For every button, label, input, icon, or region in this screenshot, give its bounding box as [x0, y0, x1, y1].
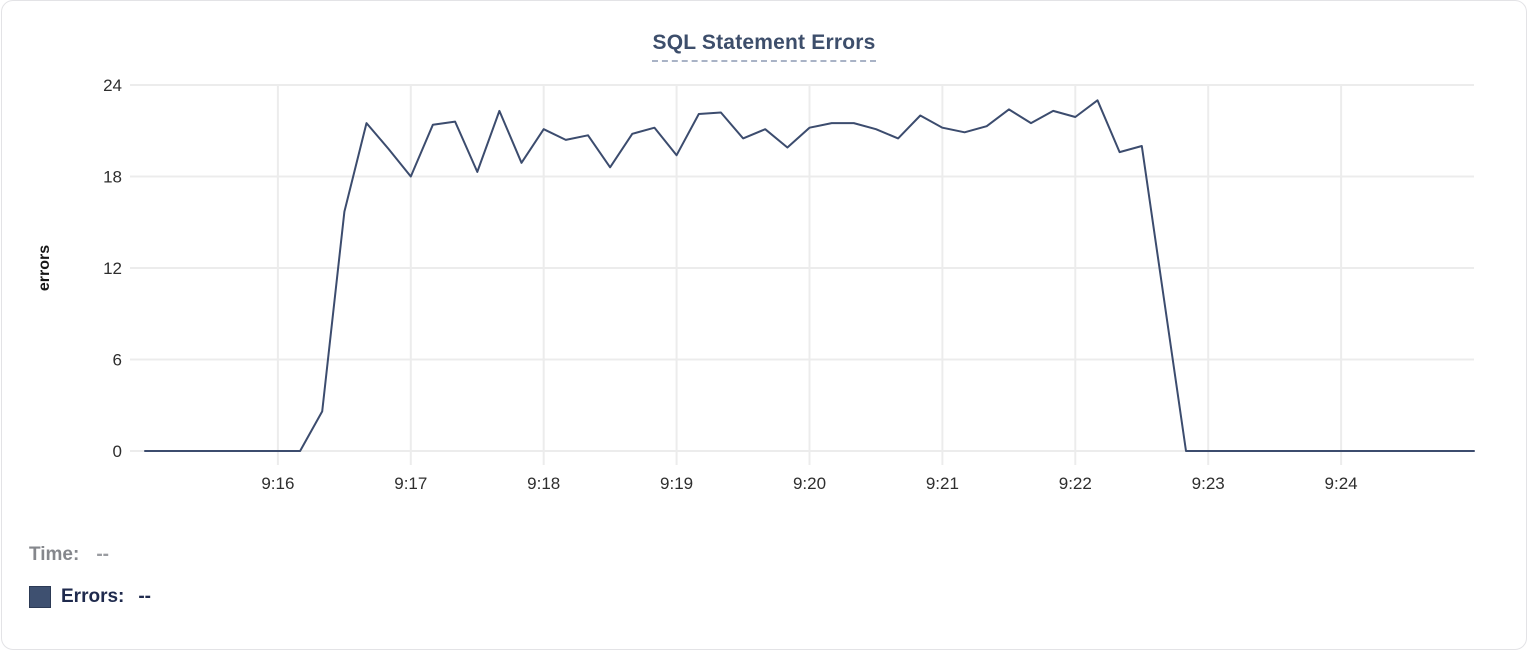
- y-tick-label: 6: [113, 351, 122, 370]
- chart-title[interactable]: SQL Statement Errors: [652, 31, 876, 62]
- y-tick-label: 18: [103, 168, 122, 187]
- y-axis-title: errors: [36, 245, 53, 291]
- tooltip-time-row: Time: --: [29, 544, 109, 566]
- x-tick-label: 9:21: [926, 474, 959, 493]
- legend-errors-label: Errors:: [61, 586, 125, 607]
- errors-series-swatch: [29, 586, 51, 608]
- series-layer: [144, 99, 1475, 452]
- x-tick-label: 9:16: [261, 474, 294, 493]
- y-tick-label: 24: [103, 76, 122, 95]
- x-tick-label: 9:19: [660, 474, 693, 493]
- tooltip-time-label: Time:: [29, 544, 80, 565]
- x-tick-label: 9:17: [394, 474, 427, 493]
- x-tick-label: 9:22: [1059, 474, 1092, 493]
- axis-label-layer: 0 6 12 18 24 9:16 9:17 9:18 9:19 9:20 9:21 9:22 9:23…: [103, 76, 1358, 493]
- x-tick-label: 9:18: [527, 474, 560, 493]
- tooltip-time-value: --: [96, 544, 109, 565]
- errors-series-line: [144, 99, 1475, 452]
- x-tick-label: 9:20: [793, 474, 826, 493]
- chart-title-wrap: SQL Statement Errors: [2, 31, 1526, 62]
- x-tick-label: 9:24: [1325, 474, 1358, 493]
- y-tick-label: 0: [113, 442, 122, 461]
- grid-layer: [130, 84, 1474, 465]
- y-tick-label: 12: [103, 259, 122, 278]
- legend-errors-row[interactable]: Errors: --: [29, 586, 151, 608]
- chart-canvas[interactable]: 0 6 12 18 24 9:16 9:17 9:18 9:19 9:20 9:21 9:22 9:23…: [2, 1, 1527, 506]
- tooltip-errors-value: --: [138, 586, 152, 607]
- x-tick-label: 9:23: [1192, 474, 1225, 493]
